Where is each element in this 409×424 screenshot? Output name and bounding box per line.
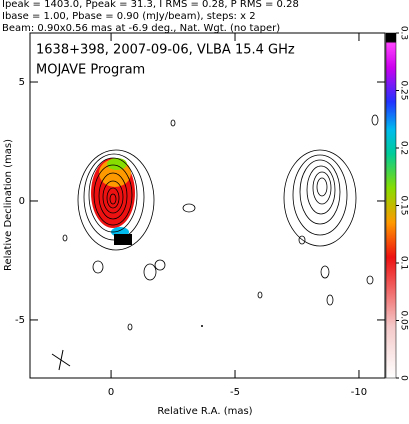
colorbar-tick-label: 0.05: [399, 310, 409, 330]
header-line: Ipeak = 1403.0, Ppeak = 31.3, I RMS = 0.…: [2, 0, 299, 10]
y-tick-label: 0: [19, 196, 25, 207]
plot-subtitle: MOJAVE Program: [36, 63, 145, 78]
plot-title: 1638+398, 2007-09-06, VLBA 15.4 GHz: [36, 43, 295, 58]
x-tick-label: 0: [108, 387, 114, 398]
x-tick-label: -5: [230, 387, 240, 398]
colorbar-tick-label: 0.2: [399, 141, 409, 155]
x-tick-label: -10: [351, 387, 367, 398]
colorbar-tick-label: 0.3: [399, 26, 409, 40]
colorbar-tick-label: 0.25: [399, 80, 409, 100]
colorbar-tick-label: 0: [399, 375, 409, 381]
y-tick-label: 5: [19, 77, 25, 88]
plot-frame: [29, 32, 386, 379]
colorbar: [385, 32, 397, 379]
y-tick-label: -5: [15, 315, 25, 326]
header-line: Beam: 0.90x0.56 mas at -6.9 deg., Nat. W…: [2, 23, 280, 34]
colorbar-tick-label: 0.1: [399, 256, 409, 270]
header-line: Ibase = 1.00, Pbase = 0.90 (mJy/beam), s…: [2, 11, 256, 22]
x-axis-label: Relative R.A. (mas): [157, 406, 252, 417]
y-axis-label: Relative Declination (mas): [3, 139, 14, 271]
colorbar-tick-label: 0.15: [399, 195, 409, 215]
source-image: [51, 114, 379, 371]
